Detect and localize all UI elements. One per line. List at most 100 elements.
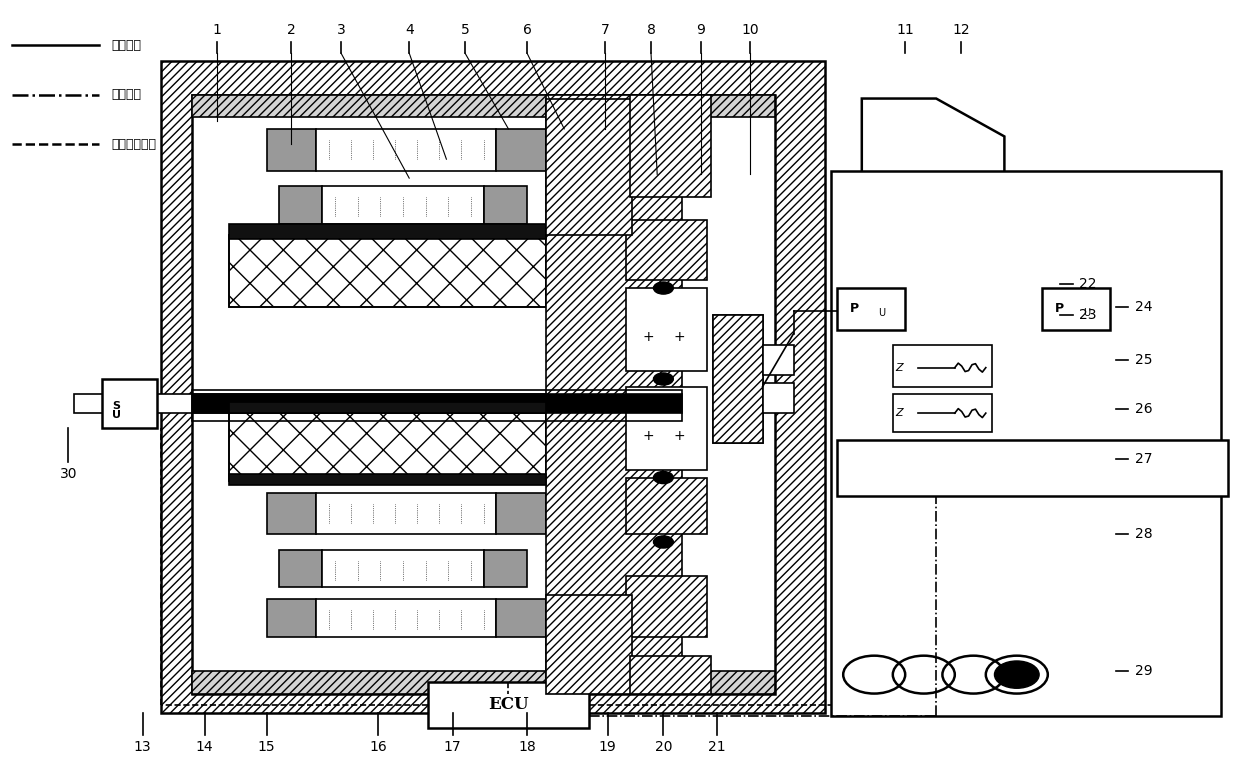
Circle shape (653, 536, 673, 548)
Bar (713, 315, 763, 443)
Bar (428, 682, 589, 728)
Bar (229, 402, 546, 413)
Text: 15: 15 (258, 740, 275, 753)
Bar (880, 193, 980, 205)
Text: P: P (849, 302, 859, 315)
Bar (763, 345, 794, 375)
Text: 1: 1 (212, 23, 222, 37)
Text: ECU: ECU (489, 697, 528, 713)
Bar (880, 224, 980, 235)
Text: 23: 23 (1079, 308, 1096, 321)
Bar (546, 95, 682, 694)
Bar (229, 413, 546, 481)
Bar (192, 390, 682, 421)
Ellipse shape (893, 359, 949, 377)
Text: 25: 25 (1135, 353, 1152, 367)
Text: 10: 10 (742, 23, 759, 37)
Text: 11: 11 (897, 23, 914, 37)
Bar (626, 220, 707, 280)
Bar (626, 576, 707, 637)
Text: 5: 5 (460, 23, 470, 37)
Text: 2: 2 (286, 23, 296, 37)
Bar (279, 550, 322, 587)
Circle shape (653, 282, 673, 294)
Bar (630, 95, 711, 197)
Bar (630, 656, 711, 694)
Bar (102, 379, 157, 428)
Ellipse shape (893, 381, 949, 400)
Text: U: U (878, 308, 885, 318)
Text: 18: 18 (518, 740, 536, 753)
Text: 驱动电路: 驱动电路 (112, 88, 141, 102)
Bar (831, 171, 1221, 716)
Bar (880, 208, 980, 220)
Text: +: + (642, 330, 655, 344)
Bar (626, 387, 707, 470)
Bar (322, 550, 484, 587)
Text: 17: 17 (444, 740, 461, 753)
Bar (496, 493, 546, 534)
Bar (763, 383, 794, 413)
Text: U: U (112, 410, 122, 421)
Bar (316, 129, 496, 171)
Text: 信号采集电路: 信号采集电路 (112, 137, 156, 151)
Circle shape (653, 471, 673, 484)
Bar (192, 95, 775, 694)
Text: 4: 4 (404, 23, 414, 37)
Text: 21: 21 (708, 740, 725, 753)
Text: S: S (113, 400, 120, 411)
Bar (546, 595, 632, 694)
Text: 12: 12 (952, 23, 970, 37)
Text: 14: 14 (196, 740, 213, 753)
Text: 7: 7 (600, 23, 610, 37)
Bar (1042, 288, 1110, 330)
Text: Z: Z (895, 362, 903, 373)
Bar (192, 95, 775, 117)
Text: +: + (642, 429, 655, 443)
Bar (322, 186, 484, 224)
Bar (893, 345, 992, 387)
Bar (883, 398, 914, 413)
Text: 16: 16 (370, 740, 387, 753)
Text: 9: 9 (696, 23, 706, 37)
Bar (267, 599, 316, 637)
Text: 26: 26 (1135, 402, 1152, 416)
Text: 28: 28 (1135, 528, 1152, 541)
Text: 24: 24 (1135, 300, 1152, 314)
Bar (192, 394, 682, 413)
Bar (267, 493, 316, 534)
Bar (279, 186, 322, 224)
Bar (496, 599, 546, 637)
Bar (626, 478, 707, 534)
Bar (229, 413, 546, 481)
Text: 13: 13 (134, 740, 151, 753)
Text: 3: 3 (336, 23, 346, 37)
Text: +: + (673, 330, 686, 344)
Bar (713, 315, 763, 443)
Bar (74, 394, 552, 413)
Bar (192, 671, 775, 694)
Text: 液压管路: 液压管路 (112, 39, 141, 52)
Text: 22: 22 (1079, 277, 1096, 291)
Bar (496, 129, 546, 171)
Text: 30: 30 (60, 467, 77, 481)
Text: P: P (1054, 302, 1064, 315)
Bar (229, 235, 546, 307)
Bar (316, 493, 496, 534)
Bar (936, 398, 967, 413)
Text: 8: 8 (646, 23, 656, 37)
Text: 19: 19 (599, 740, 616, 753)
Bar (229, 474, 546, 485)
Text: Z: Z (895, 408, 903, 418)
Circle shape (653, 373, 673, 385)
Text: 6: 6 (522, 23, 532, 37)
Text: U: U (1083, 308, 1090, 318)
Circle shape (994, 661, 1039, 688)
Bar (161, 61, 825, 713)
Bar (267, 129, 316, 171)
Text: 27: 27 (1135, 452, 1152, 465)
Bar (862, 243, 1004, 334)
Bar (229, 224, 546, 239)
Bar (229, 235, 546, 307)
Bar (893, 394, 992, 432)
